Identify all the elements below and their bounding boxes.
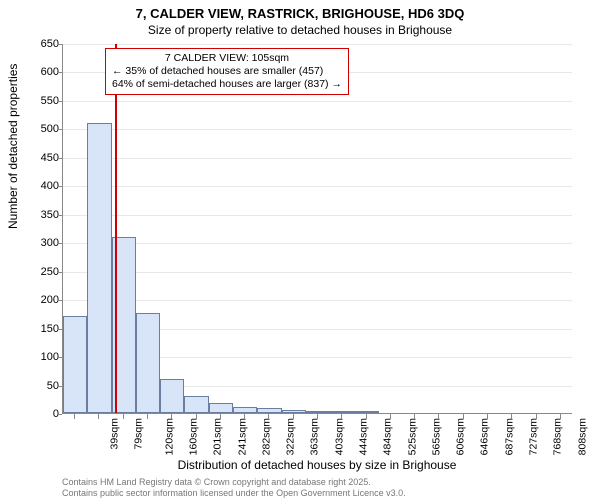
x-tick-label: 444sqm [357, 418, 369, 455]
x-tick-label: 565sqm [430, 418, 442, 455]
x-tick-mark [196, 414, 197, 419]
x-tick-mark [366, 414, 367, 419]
gridline [63, 44, 572, 45]
x-tick-label: 39sqm [109, 418, 121, 450]
chart-title-main: 7, CALDER VIEW, RASTRICK, BRIGHOUSE, HD6… [0, 6, 600, 21]
x-tick-label: 241sqm [236, 418, 248, 455]
gridline [63, 215, 572, 216]
x-tick-mark [220, 414, 221, 419]
x-tick-label: 160sqm [187, 418, 199, 455]
x-tick-mark [487, 414, 488, 419]
x-tick-mark [463, 414, 464, 419]
x-tick-label: 525sqm [406, 418, 418, 455]
histogram-bar [257, 408, 281, 413]
annotation-line-1: 7 CALDER VIEW: 105sqm [112, 52, 342, 65]
annotation-box: 7 CALDER VIEW: 105sqm← 35% of detached h… [105, 48, 349, 95]
chart-title-sub: Size of property relative to detached ho… [0, 23, 600, 37]
x-tick-label: 646sqm [479, 418, 491, 455]
x-tick-label: 363sqm [309, 418, 321, 455]
x-tick-mark [171, 414, 172, 419]
x-tick-mark [147, 414, 148, 419]
x-tick-mark [317, 414, 318, 419]
footer-line-1: Contains HM Land Registry data © Crown c… [62, 477, 406, 487]
y-ticks: 050100150200250300350400450500550600650 [0, 44, 62, 414]
x-tick-label: 484sqm [382, 418, 394, 455]
x-tick-mark [536, 414, 537, 419]
x-tick-label: 727sqm [527, 418, 539, 455]
x-tick-mark [244, 414, 245, 419]
gridline [63, 272, 572, 273]
annotation-line-3: 64% of semi-detached houses are larger (… [112, 78, 342, 91]
property-marker-line [115, 44, 117, 413]
x-tick-label: 606sqm [455, 418, 467, 455]
histogram-bar [160, 379, 184, 413]
histogram-bar [282, 410, 306, 413]
x-tick-mark [123, 414, 124, 419]
x-tick-mark [293, 414, 294, 419]
gridline [63, 129, 572, 130]
property-size-chart: 7, CALDER VIEW, RASTRICK, BRIGHOUSE, HD6… [0, 0, 600, 500]
histogram-bar [306, 411, 330, 413]
plot-area: 7 CALDER VIEW: 105sqm← 35% of detached h… [62, 44, 572, 414]
gridline [63, 101, 572, 102]
x-tick-label: 120sqm [163, 418, 175, 455]
histogram-bar [136, 313, 160, 413]
histogram-bar [330, 411, 354, 413]
histogram-bar [184, 396, 208, 413]
x-tick-label: 403sqm [333, 418, 345, 455]
histogram-bar [87, 123, 111, 413]
gridline [63, 186, 572, 187]
histogram-bar [209, 403, 233, 413]
x-tick-label: 282sqm [260, 418, 272, 455]
gridline [63, 158, 572, 159]
footer-line-2: Contains public sector information licen… [62, 488, 406, 498]
x-tick-mark [438, 414, 439, 419]
x-ticks: 39sqm 79sqm 120sqm 160sqm 201sqm 241sqm 282sqm… [62, 414, 572, 464]
x-tick-mark [390, 414, 391, 419]
x-tick-mark [268, 414, 269, 419]
x-tick-mark [511, 414, 512, 419]
annotation-line-2: ← 35% of detached houses are smaller (45… [112, 65, 342, 78]
x-tick-label: 201sqm [212, 418, 224, 455]
x-tick-mark [74, 414, 75, 419]
x-tick-mark [98, 414, 99, 419]
histogram-bar [63, 316, 87, 413]
gridline [63, 300, 572, 301]
histogram-bar [233, 407, 257, 413]
x-axis-label: Distribution of detached houses by size … [62, 458, 572, 472]
x-tick-mark [560, 414, 561, 419]
x-tick-label: 687sqm [503, 418, 515, 455]
x-tick-mark [341, 414, 342, 419]
x-tick-label: 322sqm [285, 418, 297, 455]
x-tick-label: 768sqm [552, 418, 564, 455]
histogram-bar [354, 411, 378, 413]
x-tick-label: 79sqm [133, 418, 145, 450]
x-tick-mark [414, 414, 415, 419]
x-tick-label: 808sqm [576, 418, 588, 455]
chart-footer: Contains HM Land Registry data © Crown c… [62, 477, 406, 498]
gridline [63, 243, 572, 244]
